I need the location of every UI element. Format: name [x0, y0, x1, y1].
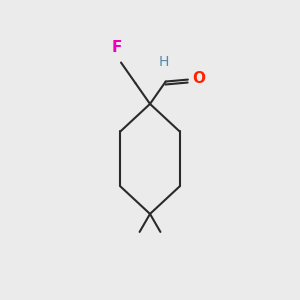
Text: O: O [192, 70, 205, 86]
Text: H: H [159, 55, 169, 69]
Text: F: F [111, 40, 122, 55]
